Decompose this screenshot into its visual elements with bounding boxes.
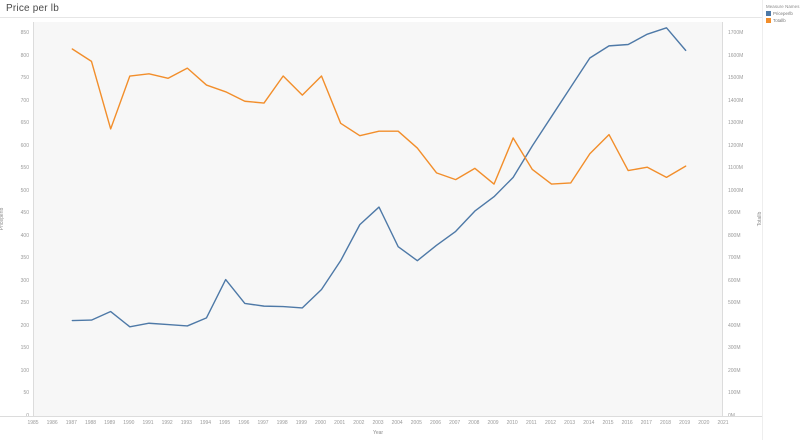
- x-axis-tick: 2001: [334, 420, 346, 426]
- y-axis-left-title: Priceperlb: [0, 207, 5, 231]
- y-axis-right-tick: 900M: [728, 210, 741, 217]
- y-axis-left-tick: 400: [20, 232, 29, 239]
- x-axis-tick: 1986: [46, 420, 58, 426]
- y-axis-left-tick: 150: [20, 345, 29, 352]
- y-axis-left-tick: 100: [20, 367, 29, 374]
- legend-panel: Measure Names Priceperlb Totallb: [762, 0, 806, 440]
- y-axis-left-tick: 200: [20, 322, 29, 329]
- x-axis-tick: 2003: [372, 420, 384, 426]
- x-axis-tick: 2012: [544, 420, 557, 426]
- chart-svg: [71, 27, 687, 328]
- legend-item-label: Totallb: [773, 17, 786, 23]
- y-axis-left-tick: 550: [20, 165, 29, 172]
- x-axis-tick: 1998: [276, 420, 288, 426]
- x-axis-tick: 2020: [698, 420, 710, 426]
- x-axis-tick: 1999: [295, 420, 307, 426]
- x-axis-tick: 1988: [84, 420, 97, 426]
- x-axis-tick: 1989: [104, 420, 116, 426]
- x-axis-tick: 1992: [161, 420, 173, 426]
- y-axis-left: Priceperlb 0 50 100 150 200 250 300 350 400 450 50…: [0, 22, 33, 419]
- x-axis-tick: 2005: [410, 420, 422, 426]
- y-axis-left-tick: 50: [23, 390, 29, 397]
- y-axis-left-tick: 600: [20, 142, 29, 149]
- x-axis-tick: 2018: [659, 420, 672, 426]
- y-axis-right-tick: 1700M: [728, 30, 744, 37]
- x-axis-tick: 2017: [640, 420, 652, 426]
- y-axis-right-tick: 1200M: [728, 142, 744, 149]
- x-axis-tick: 2013: [564, 420, 576, 426]
- x-axis-tick: 1997: [257, 420, 269, 426]
- x-axis-tick: 2014: [583, 420, 595, 426]
- x-axis-tick: 1987: [65, 420, 77, 426]
- x-axis-tick: 2004: [391, 420, 403, 426]
- y-axis-right-tick: 1300M: [728, 120, 744, 127]
- y-axis-left-tick: 350: [20, 255, 29, 262]
- x-axis-tick: 2019: [679, 420, 691, 426]
- x-axis-tick: 2002: [353, 420, 365, 426]
- y-axis-right-tick: 1100M: [728, 165, 743, 172]
- y-axis-left-tick: 750: [20, 75, 29, 82]
- y-axis-right-tick: 1600M: [728, 52, 744, 59]
- y-axis-left-tick: 650: [20, 120, 29, 127]
- x-axis-tick: 2016: [621, 420, 633, 426]
- x-axis: Year 1985 1986 1987 1988 1989 1990 1991 1992 199…: [0, 416, 762, 441]
- x-axis-tick: 1994: [199, 420, 212, 426]
- legend-item-priceperlb[interactable]: Priceperlb: [766, 11, 803, 16]
- x-axis-tick: 1995: [219, 420, 231, 426]
- x-axis-tick: 1985: [27, 420, 39, 426]
- x-axis-tick: 2015: [602, 420, 614, 426]
- legend-item-totallb[interactable]: Totallb: [766, 17, 803, 23]
- x-axis-tick: 2021: [717, 420, 729, 426]
- y-axis-right-tick: 800M: [728, 232, 741, 239]
- y-axis-left-tick: 800: [20, 52, 29, 59]
- x-axis-tick: 1990: [123, 420, 135, 426]
- y-axis-right-tick: 1400M: [728, 97, 744, 104]
- y-axis-left-tick: 250: [20, 300, 29, 307]
- y-axis-left-tick: 500: [20, 187, 29, 194]
- y-axis-left-tick: 450: [20, 210, 29, 217]
- y-axis-right-tick: 500M: [728, 300, 741, 307]
- legend-title: Measure Names: [766, 4, 800, 9]
- y-axis-left-tick: 850: [20, 30, 29, 37]
- legend-swatch-icon: [766, 11, 771, 16]
- y-axis-right-tick: 300M: [728, 345, 741, 352]
- x-axis-tick: 2009: [487, 420, 499, 426]
- y-axis-right-tick: 100M: [728, 390, 741, 397]
- x-axis-title: Year: [372, 430, 384, 436]
- legend-swatch-icon: [766, 17, 771, 23]
- y-axis-right-tick: 1000M: [728, 187, 744, 194]
- y-axis-left-tick: 300: [20, 277, 29, 284]
- line-series-priceperlb: [71, 27, 687, 328]
- y-axis-right-tick: 700M: [728, 255, 741, 262]
- x-axis-tick: 2000: [314, 420, 327, 426]
- x-axis-tick: 1993: [180, 420, 192, 426]
- x-axis-tick: 2006: [429, 420, 442, 426]
- title-bar: Price per lb: [0, 0, 806, 18]
- x-axis-tick: 1991: [142, 420, 154, 426]
- x-axis-tick: 1996: [238, 420, 250, 426]
- legend-items: Priceperlb Totallb: [766, 11, 803, 23]
- legend-item-label: Priceperlb: [773, 11, 793, 16]
- y-axis-right-tick: 600M: [728, 277, 741, 284]
- x-axis-tick: 2010: [506, 420, 518, 426]
- y-axis-right: Totallb 0M 100M 200M 300M 400M 500M 600M 700M 80…: [724, 22, 764, 419]
- x-axis-tick: 2011: [525, 420, 537, 426]
- x-axis-tick: 2008: [468, 420, 480, 426]
- line-series-totallb: [71, 48, 687, 185]
- page-title: Price per lb: [6, 3, 59, 14]
- plot-area: [33, 22, 723, 416]
- y-axis-right-tick: 1500M: [728, 75, 744, 82]
- y-axis-right-tick: 200M: [728, 367, 741, 374]
- y-axis-right-tick: 400M: [728, 322, 741, 329]
- y-axis-left-tick: 700: [20, 97, 29, 104]
- x-axis-tick: 2007: [449, 420, 461, 426]
